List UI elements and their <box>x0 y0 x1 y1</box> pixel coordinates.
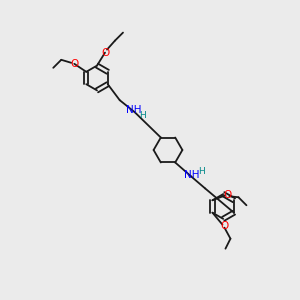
Text: NH: NH <box>184 170 200 181</box>
Text: H: H <box>198 167 205 176</box>
Text: NH: NH <box>126 105 142 115</box>
Text: O: O <box>101 48 109 58</box>
Text: O: O <box>70 59 78 69</box>
Text: O: O <box>223 190 232 200</box>
Text: H: H <box>140 111 146 120</box>
Text: O: O <box>220 221 229 231</box>
